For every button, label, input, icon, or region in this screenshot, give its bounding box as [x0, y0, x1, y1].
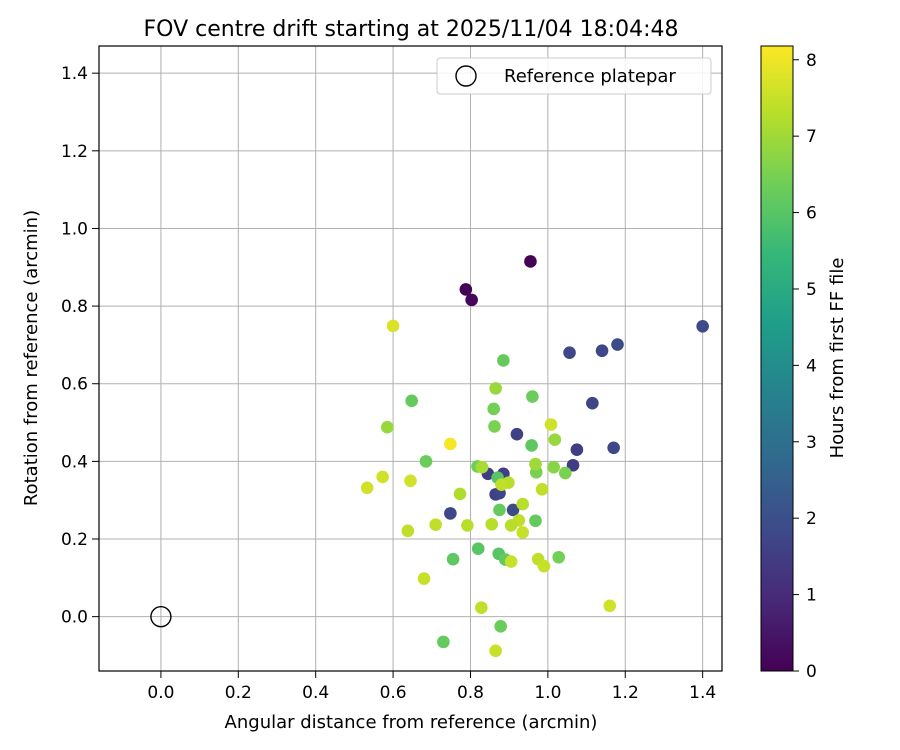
data-point: [552, 550, 566, 564]
data-point: [506, 503, 520, 517]
x-axis-label: Angular distance from reference (arcmin): [225, 712, 598, 733]
data-point: [489, 644, 502, 658]
data-point: [570, 443, 584, 457]
data-point: [417, 572, 431, 585]
data-point: [548, 433, 562, 446]
data-point: [563, 346, 576, 359]
data-point: [607, 441, 620, 455]
data-point: [525, 439, 538, 452]
legend-box: [436, 57, 712, 95]
data-point: [516, 526, 530, 539]
data-point: [547, 460, 560, 474]
data-point: [526, 390, 539, 403]
y-tick-label: 0.2: [61, 530, 88, 550]
data-point: [444, 437, 457, 451]
x-tick-label: 0.8: [457, 683, 484, 703]
data-point: [524, 255, 537, 268]
data-point: [475, 460, 489, 474]
colorbar-tick-label: 5: [806, 280, 817, 300]
data-point: [485, 517, 499, 531]
legend-label: Reference platepar: [504, 66, 676, 87]
data-point: [360, 481, 374, 495]
data-point: [465, 293, 478, 307]
data-point: [493, 503, 506, 517]
x-axis-ticks: 0.0 0.2 0.4 0.6 0.8 1.0 1.2 1.4: [147, 671, 716, 703]
data-point: [504, 519, 518, 532]
data-point: [696, 319, 709, 333]
plot-frame: [98, 45, 723, 672]
data-point: [404, 474, 417, 488]
data-point: [461, 519, 474, 532]
data-point: [386, 319, 400, 333]
data-point: [489, 382, 502, 395]
data-point: [504, 555, 518, 568]
y-tick-label: 1.2: [61, 142, 88, 162]
x-tick-label: 1.2: [612, 683, 639, 703]
data-point: [494, 620, 507, 633]
x-tick-label: 0.0: [147, 683, 174, 703]
data-point: [419, 455, 433, 468]
colorbar: [760, 45, 794, 672]
data-point: [429, 518, 442, 531]
legend: Reference platepar: [436, 57, 712, 95]
data-point: [471, 542, 485, 556]
data-point: [516, 497, 530, 511]
data-point: [566, 458, 580, 472]
y-tick-label: 0.8: [61, 297, 88, 317]
colorbar-tick-label: 3: [806, 433, 817, 453]
x-tick-label: 0.4: [302, 683, 329, 703]
data-point: [595, 344, 609, 358]
data-point: [611, 338, 624, 351]
data-point: [535, 483, 549, 496]
data-point: [459, 283, 473, 296]
y-tick-label: 0.6: [61, 375, 88, 395]
data-point: [453, 487, 467, 501]
y-tick-label: 1.0: [61, 219, 88, 239]
data-point: [603, 599, 617, 613]
data-point: [446, 552, 460, 566]
y-tick-label: 0.4: [61, 452, 88, 472]
data-point: [487, 402, 500, 416]
data-point: [376, 470, 389, 484]
data-point: [405, 394, 418, 408]
data-point: [497, 354, 510, 367]
data-point: [510, 427, 524, 441]
data-point: [558, 466, 572, 480]
data-point: [495, 478, 508, 491]
colorbar-tick-label: 0: [806, 662, 817, 682]
data-points: [150, 255, 709, 658]
colorbar-tick-label: 8: [806, 51, 817, 71]
data-point: [437, 635, 450, 649]
y-axis-ticks: 0.0 0.2 0.4 0.6 0.8 1.0 1.2 1.4: [61, 64, 99, 628]
y-tick-label: 1.4: [61, 64, 88, 84]
data-point: [537, 559, 551, 573]
x-tick-label: 0.6: [380, 683, 407, 703]
y-tick-label: 0.0: [61, 608, 88, 628]
x-tick-label: 0.2: [225, 683, 252, 703]
colorbar-tick-label: 6: [806, 204, 817, 224]
colorbar-ticks: 0 1 2 3 4 5 6 7 8: [793, 51, 817, 682]
data-point: [586, 396, 599, 410]
data-point: [380, 420, 394, 434]
y-axis-label: Rotation from reference (arcmin): [21, 210, 42, 506]
x-tick-label: 1.0: [534, 683, 561, 703]
colorbar-tick-label: 1: [806, 586, 817, 606]
data-point: [544, 418, 558, 431]
colorbar-tick-label: 2: [806, 509, 817, 529]
data-point: [529, 457, 542, 471]
colorbar-tick-label: 7: [806, 127, 817, 147]
data-point: [488, 420, 501, 433]
colorbar-tick-label: 4: [806, 356, 817, 376]
data-point: [529, 514, 542, 528]
reference-point-marker: [150, 605, 172, 628]
x-tick-label: 1.4: [689, 683, 716, 703]
data-point: [475, 601, 488, 615]
legend-marker: [455, 65, 477, 87]
grid-lines: [99, 46, 722, 671]
colorbar-label: Hours from first FF file: [827, 258, 848, 459]
data-point: [444, 507, 457, 520]
chart-title: FOV centre drift starting at 2025/11/04 …: [144, 17, 679, 42]
data-point: [401, 524, 415, 538]
